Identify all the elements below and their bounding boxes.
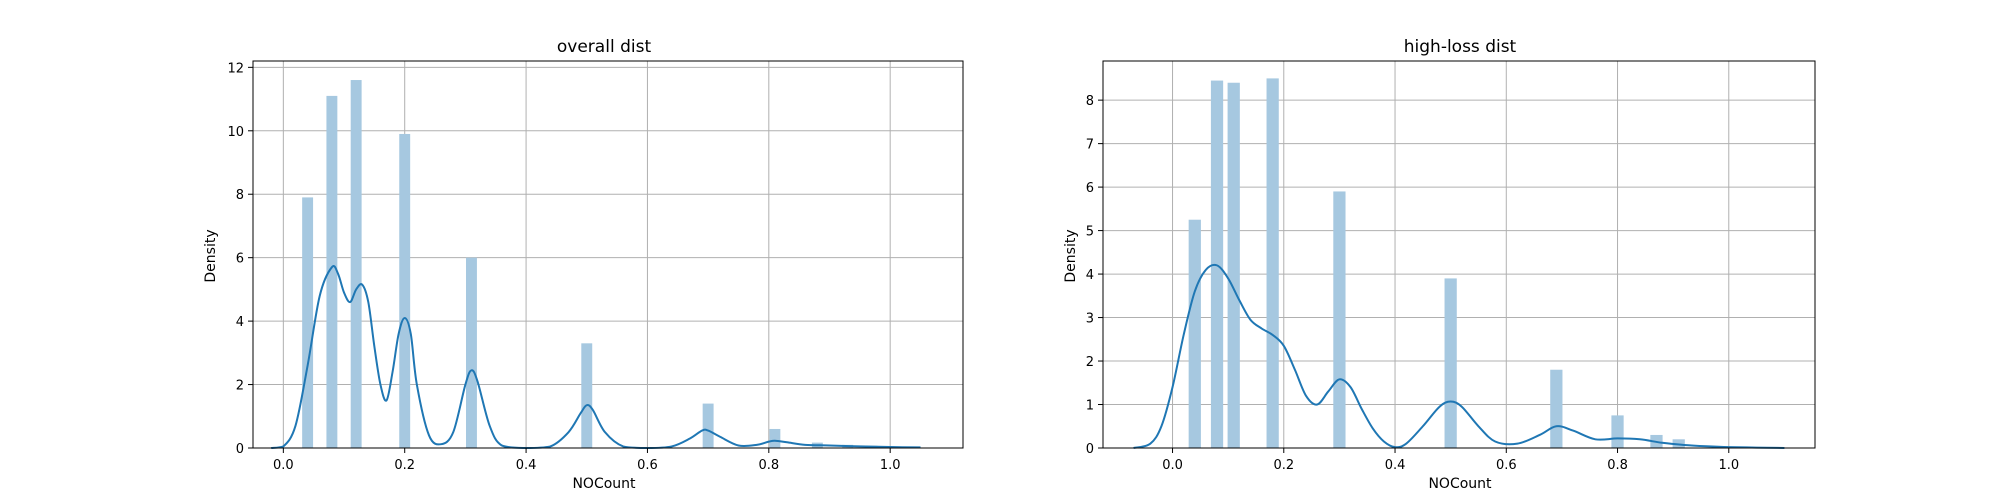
overall-dist-panel: overall dist NOCount Density 0.0 0.2 0.4 0.… — [203, 37, 964, 492]
x-tick-label: 1.0 — [1718, 458, 1739, 473]
y-tick-label: 6 — [236, 252, 244, 267]
histogram-bar — [1266, 78, 1279, 449]
x-tick-label: 0.8 — [1607, 458, 1628, 473]
histogram-bar — [399, 133, 411, 448]
histogram-bar — [581, 343, 593, 448]
kde-curve — [1133, 263, 1785, 449]
chart-title: overall dist — [557, 37, 652, 57]
y-tick-label: 4 — [1086, 268, 1094, 283]
y-tick-label: 2 — [236, 379, 244, 394]
x-tick-label: 0.2 — [394, 458, 415, 473]
y-tick-label: 8 — [236, 188, 244, 203]
y-tick-label: 8 — [1086, 94, 1094, 109]
x-tick-label: 0.0 — [1162, 458, 1183, 473]
y-tick-label: 10 — [227, 125, 244, 140]
histogram-bar — [1210, 80, 1224, 448]
chart-title: high-loss dist — [1404, 37, 1517, 57]
y-axis-label: Density — [1063, 229, 1079, 282]
x-axis-label: NOCount — [572, 476, 636, 492]
x-tick-label: 0.6 — [1496, 458, 1517, 473]
y-axis-label: Density — [203, 229, 219, 282]
y-tick-label: 6 — [1086, 181, 1094, 196]
histogram-bar — [702, 403, 714, 448]
histogram-bar — [466, 257, 477, 448]
histogram-bar — [1188, 219, 1201, 448]
y-tick-label: 5 — [1086, 225, 1094, 240]
x-tick-label: 0.8 — [758, 458, 779, 473]
histogram-bar — [1611, 415, 1624, 448]
histogram-bar — [769, 428, 781, 448]
kde-curve — [271, 265, 921, 450]
y-tick-label: 4 — [236, 315, 244, 330]
histogram-bar — [1333, 191, 1346, 448]
x-tick-label: 0.4 — [1385, 458, 1406, 473]
y-tick-label: 0 — [236, 442, 244, 457]
y-tick-label: 7 — [1086, 138, 1094, 153]
y-tick-label: 1 — [1086, 399, 1094, 414]
histogram-bar — [1444, 278, 1457, 448]
x-tick-label: 0.4 — [516, 458, 537, 473]
x-tick-label: 1.0 — [880, 458, 901, 473]
x-tick-label: 0.2 — [1273, 458, 1294, 473]
histogram-bar — [302, 197, 314, 448]
plot-frame — [252, 60, 964, 449]
y-tick-label: 0 — [1086, 442, 1094, 457]
high-loss-dist-panel: high-loss dist NOCount Density 0.0 0.2 0.4… — [1063, 37, 1816, 492]
y-tick-label: 3 — [1086, 312, 1094, 327]
x-tick-label: 0.0 — [273, 458, 294, 473]
y-tick-label: 2 — [1086, 355, 1094, 370]
y-tick-label: 12 — [227, 61, 244, 76]
histogram-bar — [350, 80, 362, 449]
histogram-bar — [1550, 369, 1563, 448]
histogram-bar — [1227, 82, 1240, 448]
histogram-bar — [326, 95, 338, 449]
plot-frame — [1102, 60, 1816, 449]
x-tick-label: 0.6 — [637, 458, 658, 473]
x-axis-label: NOCount — [1428, 476, 1492, 492]
